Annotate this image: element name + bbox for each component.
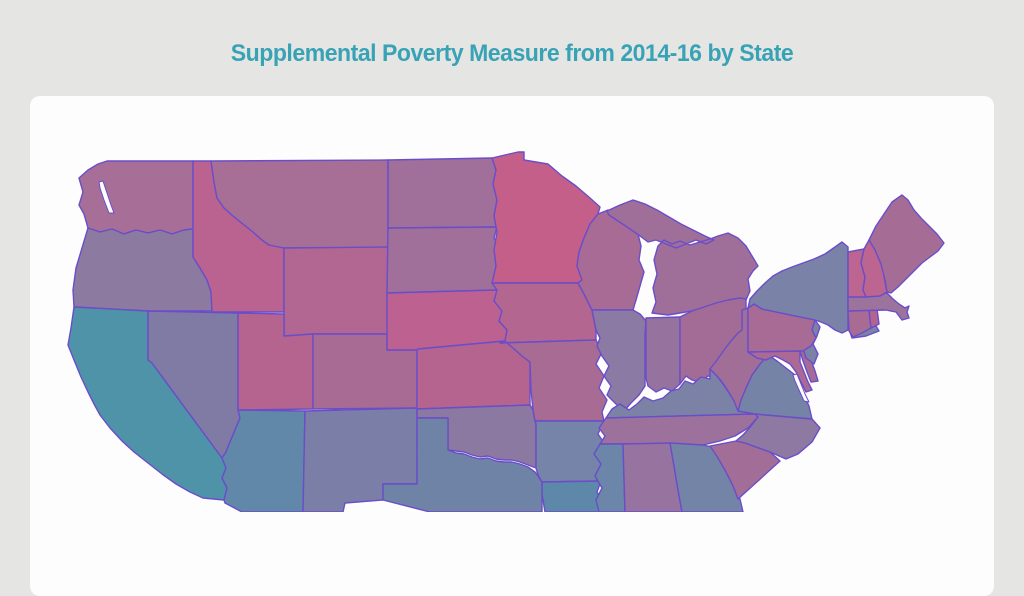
state-tennessee[interactable] (598, 413, 759, 446)
state-texas[interactable] (382, 417, 543, 512)
state-maryland[interactable] (747, 350, 813, 393)
state-mississippi[interactable] (593, 443, 626, 512)
state-oregon[interactable] (72, 227, 213, 312)
state-nebraska[interactable] (386, 289, 508, 351)
page-title: Supplemental Poverty Measure from 2014-1… (230, 40, 794, 67)
state-rhode-island[interactable] (868, 308, 880, 329)
map-card (30, 96, 994, 596)
state-washington[interactable] (78, 160, 194, 235)
state-indiana[interactable] (645, 316, 681, 393)
water-inlet (792, 373, 810, 403)
state-north-dakota[interactable] (387, 157, 498, 229)
state-iowa[interactable] (491, 282, 597, 344)
state-kansas[interactable] (416, 340, 531, 410)
state-arizona[interactable] (221, 409, 306, 512)
state-south-dakota[interactable] (386, 226, 504, 294)
us-choropleth-map (67, 151, 945, 512)
state-north-carolina[interactable] (735, 413, 821, 460)
state-wyoming[interactable] (283, 246, 389, 337)
water-inlet (98, 180, 115, 214)
state-maine[interactable] (868, 194, 945, 294)
state-massachusetts[interactable] (847, 292, 910, 321)
state-louisiana[interactable] (541, 480, 604, 512)
